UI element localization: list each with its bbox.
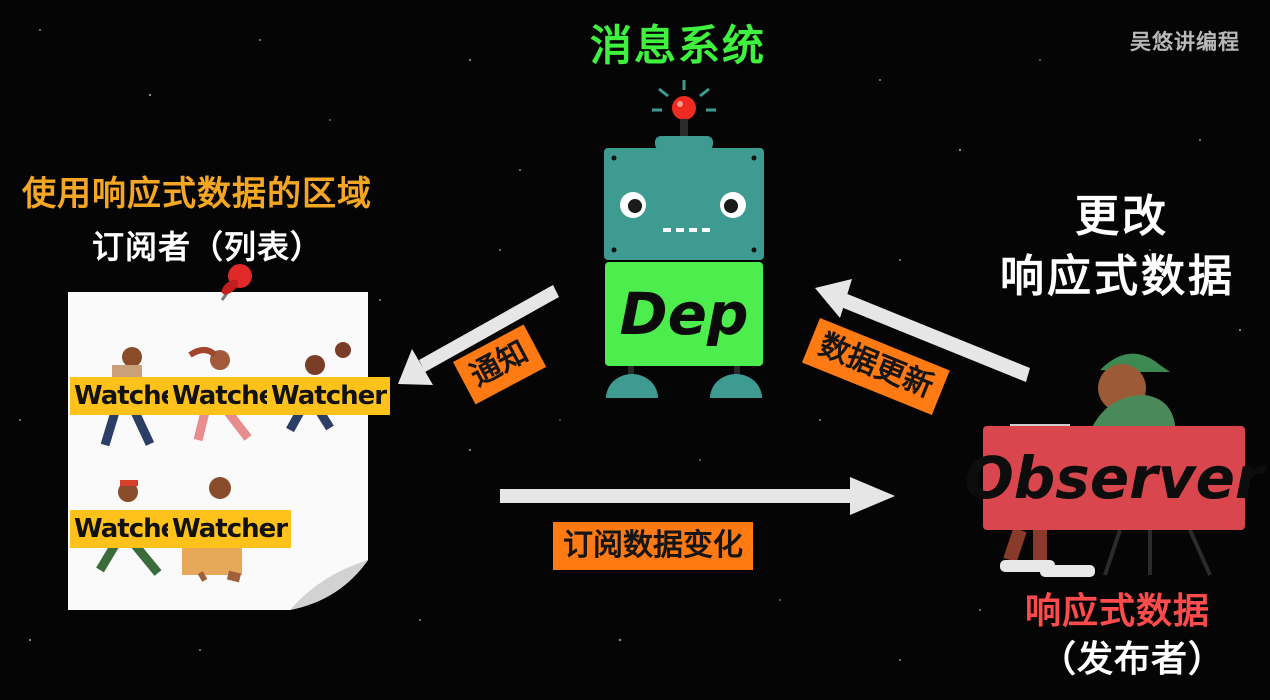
message-system-title: 消息系统	[590, 21, 767, 70]
change-data-title-line1: 更改	[1075, 191, 1169, 242]
subscribe-change-tag: 订阅数据变化	[553, 522, 753, 570]
subscriber-list-subtitle: 订阅者（列表）	[92, 228, 324, 266]
arrow-subscribe	[500, 477, 895, 515]
pushpin-icon	[220, 264, 252, 301]
dep-robot	[604, 80, 764, 398]
watcher-label: Watcher	[267, 377, 391, 415]
watcher-label: Watcher	[168, 510, 292, 548]
subscriber-area-title: 使用响应式数据的区域	[22, 174, 372, 214]
publisher-caption-line1: 响应式数据	[1025, 591, 1211, 632]
channel-watermark: 吴悠讲编程	[1130, 30, 1240, 54]
publisher-caption-line2: （发布者）	[1040, 639, 1226, 680]
arrow-notify	[398, 285, 559, 385]
observer-label: Observer	[964, 426, 1264, 530]
dep-label: Dep	[605, 262, 763, 366]
change-data-title-line2: 响应式数据	[1000, 251, 1235, 302]
arrow-data-update	[815, 279, 1030, 382]
